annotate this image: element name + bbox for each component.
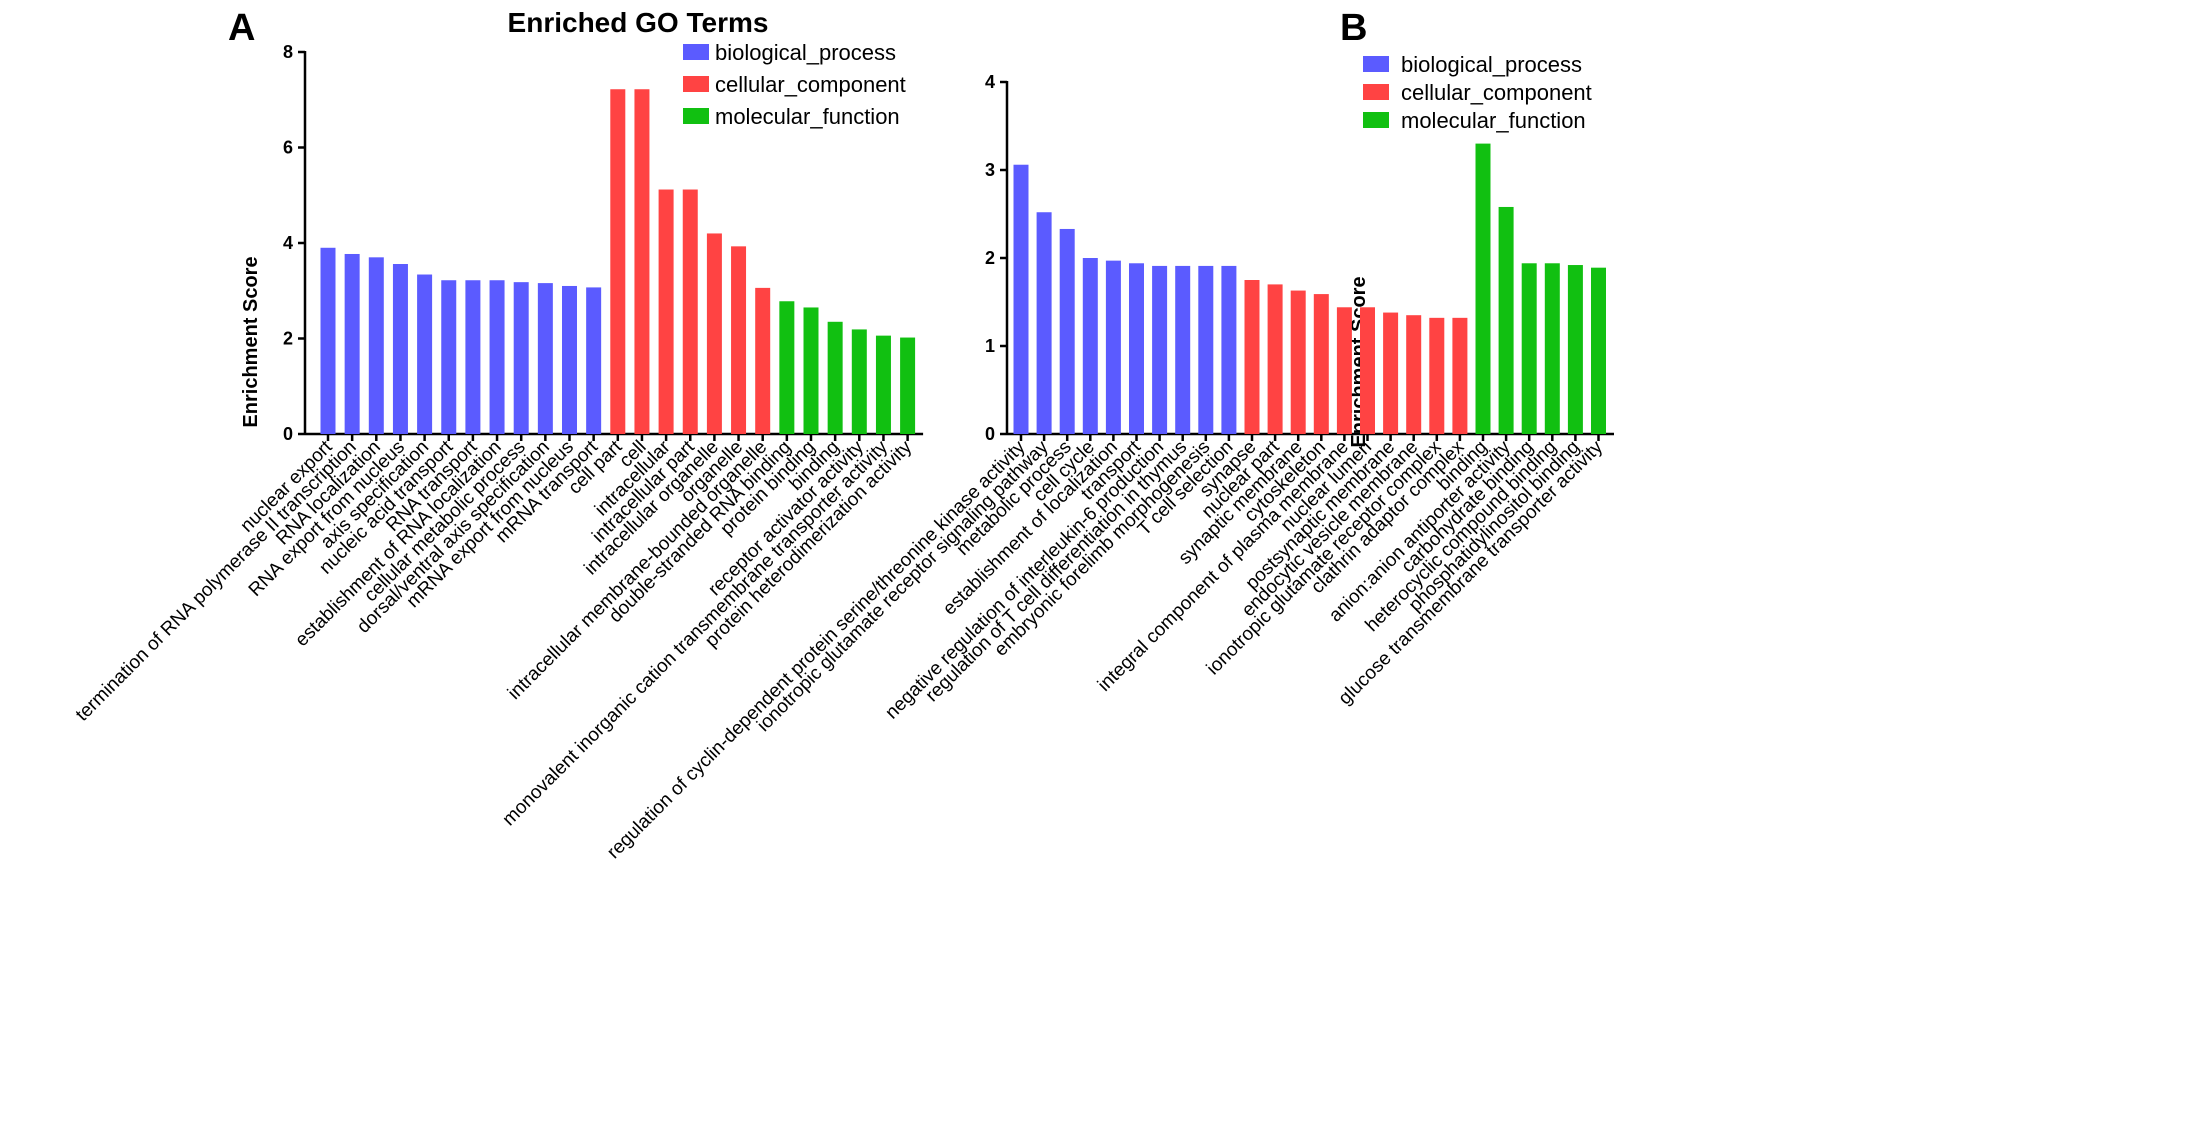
- chart-a-bar-24: [900, 337, 916, 434]
- chart-b-bar-25: [1591, 267, 1606, 434]
- chart-b-y-tick-label: 0: [985, 424, 995, 444]
- chart-b-bar-2: [1059, 228, 1075, 434]
- chart-a-bar-22: [851, 329, 867, 434]
- chart-b-legend-swatch-cellular_component: [1363, 84, 1389, 100]
- chart-a-legend-swatch-cellular_component: [683, 76, 709, 92]
- chart-b-y-tick-label: 2: [985, 248, 995, 268]
- chart-b-bar-8: [1198, 265, 1214, 434]
- chart-b-bar-0: [1013, 164, 1029, 434]
- chart-b-bar-3: [1082, 258, 1098, 434]
- chart-b-legend-label-cellular_component: cellular_component: [1401, 80, 1592, 105]
- chart-a-category-label-1: termination of RNA polymerase II transcr…: [72, 437, 361, 726]
- chart-a-y-tick-label: 0: [283, 424, 293, 444]
- chart-b-bar-14: [1336, 307, 1352, 434]
- chart-a-bar-15: [682, 189, 698, 434]
- chart-a-bar-3: [392, 264, 408, 434]
- chart-a-bar-21: [827, 321, 843, 434]
- chart-a-bar-1: [344, 253, 360, 434]
- chart-b-y-tick-label: 3: [985, 160, 995, 180]
- chart-a-bar-10: [562, 285, 577, 434]
- chart-a-y-tick-label: 4: [283, 233, 293, 253]
- chart-a-bar-5: [441, 280, 457, 434]
- chart-a-bar-20: [803, 307, 819, 434]
- chart-a-bar-0: [320, 247, 336, 434]
- chart-b-bar-24: [1567, 265, 1583, 434]
- chart-a-ylabel: Enrichment Score: [240, 256, 262, 427]
- chart-a-bar-7: [489, 280, 505, 434]
- chart-b-bar-21: [1498, 206, 1514, 434]
- chart-b-bar-6: [1152, 265, 1168, 434]
- chart-a-bar-19: [779, 301, 795, 434]
- chart-b-bar-19: [1452, 317, 1468, 434]
- chart-a-bar-16: [706, 233, 722, 434]
- chart-a-bar-17: [731, 246, 747, 434]
- chart-b-bar-22: [1521, 263, 1537, 434]
- chart-a-bar-14: [658, 189, 674, 434]
- chart-b-bar-20: [1475, 143, 1491, 434]
- panel-letter-b: B: [1340, 7, 1367, 49]
- chart-a-legend-swatch-biological_process: [683, 44, 709, 60]
- chart-b-bar-18: [1429, 317, 1445, 434]
- chart-a-bar-6: [465, 280, 481, 434]
- chart-b-bar-1: [1036, 212, 1052, 434]
- chart-b-bar-4: [1105, 260, 1121, 434]
- chart-b-bar-13: [1313, 294, 1329, 434]
- chart-a-bar-18: [755, 287, 771, 434]
- chart-a-legend-label-cellular_component: cellular_component: [715, 72, 906, 97]
- chart-b-bar-12: [1290, 290, 1306, 434]
- chart-b-y-tick-label: 4: [985, 72, 995, 92]
- chart-a-bar-2: [368, 257, 384, 434]
- chart-b-legend-label-biological_process: biological_process: [1401, 52, 1582, 77]
- chart-b-y-tick-label: 1: [985, 336, 995, 356]
- chart-a-title: Enriched GO Terms: [508, 7, 769, 38]
- chart-a-legend-label-molecular_function: molecular_function: [715, 104, 900, 129]
- chart-b-bar-15: [1360, 307, 1375, 434]
- chart-a-y-tick-label: 6: [283, 138, 293, 158]
- panel-letter-a: A: [228, 7, 255, 49]
- chart-b-bar-9: [1221, 265, 1237, 434]
- chart-a-bar-4: [417, 274, 433, 434]
- chart-b-bar-17: [1406, 315, 1422, 434]
- chart-a-bar-11: [586, 287, 602, 434]
- chart-b-bar-7: [1175, 265, 1191, 434]
- chart-b-legend-swatch-biological_process: [1363, 56, 1389, 72]
- chart-a-legend-swatch-molecular_function: [683, 108, 709, 124]
- chart-a-bar-23: [875, 335, 891, 434]
- chart-b-bar-5: [1129, 263, 1144, 434]
- chart-a-bar-12: [610, 89, 626, 435]
- chart-b-legend-swatch-molecular_function: [1363, 112, 1389, 128]
- chart-b-bar-10: [1244, 280, 1260, 434]
- chart-a-bar-8: [513, 282, 529, 434]
- chart-b-legend-label-molecular_function: molecular_function: [1401, 108, 1586, 133]
- chart-a-bar-13: [634, 89, 650, 435]
- chart-b-bar-23: [1544, 263, 1560, 434]
- chart-b-bar-11: [1267, 284, 1283, 434]
- chart-a-y-tick-label: 8: [283, 42, 293, 62]
- chart-a-legend-label-biological_process: biological_process: [715, 40, 896, 65]
- chart-b-bar-16: [1383, 312, 1399, 434]
- chart-a-bar-9: [537, 283, 553, 434]
- chart-a-y-tick-label: 2: [283, 329, 293, 349]
